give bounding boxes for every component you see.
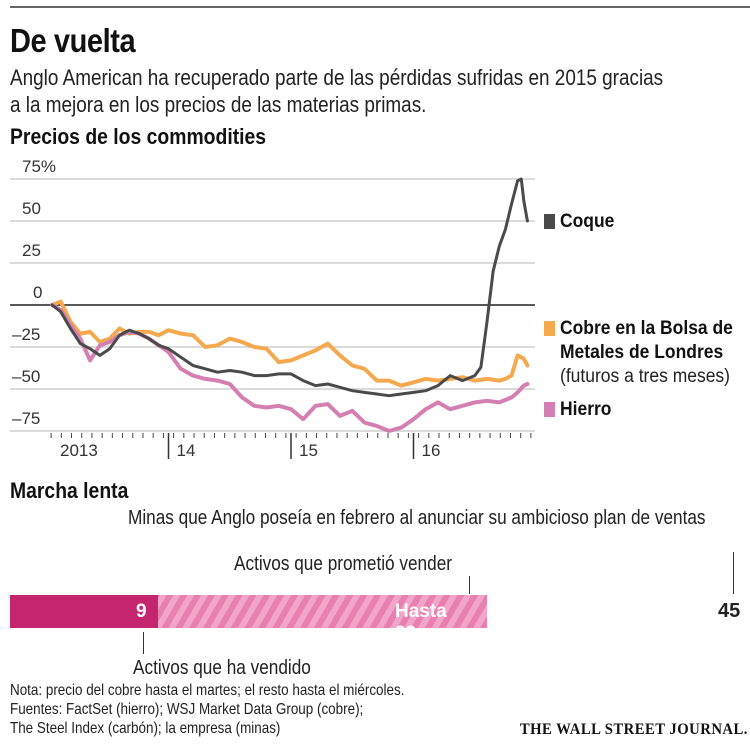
- subtitle-line-2: a la mejora en los precios de las materi…: [10, 92, 427, 117]
- sold-value-label: 9: [136, 601, 147, 622]
- page-title: De vuelta: [10, 22, 136, 59]
- legend-label-hierro: Hierro: [560, 399, 612, 420]
- x-tick-label: 14: [177, 441, 196, 460]
- total-caption: Minas que Anglo poseía en febrero al anu…: [128, 507, 706, 529]
- note-text: Nota: precio del cobre hasta el martes; …: [10, 682, 405, 699]
- total-marker-line: [733, 552, 734, 594]
- y-tick-label: –25: [12, 325, 40, 344]
- legend-swatch-coque: [544, 214, 555, 229]
- sold-caption: Activos que ha vendido: [133, 657, 311, 679]
- publisher-logo: THE WALL STREET JOURNAL.: [519, 721, 748, 738]
- series-layer: [50, 177, 530, 433]
- chart-title: Precios de los commodities: [10, 124, 267, 149]
- legend-label-cobre-line2: Metales de Londres: [560, 342, 724, 363]
- total-value-label: 45: [718, 600, 741, 622]
- sold-marker-line: [143, 632, 145, 654]
- y-tick-label: 50: [22, 199, 41, 218]
- promised-caption: Activos que prometió vender: [234, 553, 452, 575]
- y-tick-label: 0: [33, 283, 42, 302]
- series-line-cobre: [50, 299, 530, 388]
- line-chart: 75% 50 25 0 –25 –50 –75 2013 14 15 16: [10, 157, 535, 460]
- sources-line-1: Fuentes: FactSet (hierro); WSJ Market Da…: [10, 701, 364, 718]
- promised-marker-line: [469, 576, 470, 594]
- bar-sold-segment: [10, 595, 159, 628]
- x-tick-label: 15: [299, 441, 318, 460]
- footnotes: Nota: precio del cobre hasta el martes; …: [10, 681, 404, 738]
- legend-label-cobre-sub: (futuros a tres meses): [560, 366, 730, 387]
- y-tick-label: –50: [12, 367, 40, 386]
- legend-swatch-hierro: [544, 402, 555, 417]
- bar-section-title: Marcha lenta: [10, 478, 129, 503]
- y-tick-label: –75: [12, 409, 40, 428]
- series-line-hierro: [50, 303, 530, 433]
- subtitle-line-1: Anglo American ha recuperado parte de la…: [10, 65, 664, 90]
- subtitle: Anglo American ha recuperado parte de la…: [10, 64, 732, 118]
- bar-promised-segment: [158, 595, 487, 628]
- x-tick-label: 16: [422, 441, 441, 460]
- y-tick-label: 25: [22, 241, 41, 260]
- legend-swatch-cobre: [544, 321, 555, 336]
- y-tick-label: 75%: [22, 157, 56, 176]
- x-axis: 2013 14 15 16: [50, 433, 532, 460]
- x-tick-label: 2013: [60, 441, 98, 460]
- grid-layer: [10, 178, 535, 432]
- y-axis-labels: 75% 50 25 0 –25 –50 –75: [12, 157, 56, 428]
- top-rule: [10, 6, 750, 8]
- sources-line-2: The Steel Index (carbón); la empresa (mi…: [10, 720, 281, 737]
- legend-label-coque: Coque: [560, 211, 615, 232]
- legend-label-cobre-line1: Cobre en la Bolsa de: [560, 318, 733, 339]
- series-line-coque: [50, 177, 529, 398]
- promised-value-label: Hasta 29: [395, 601, 447, 644]
